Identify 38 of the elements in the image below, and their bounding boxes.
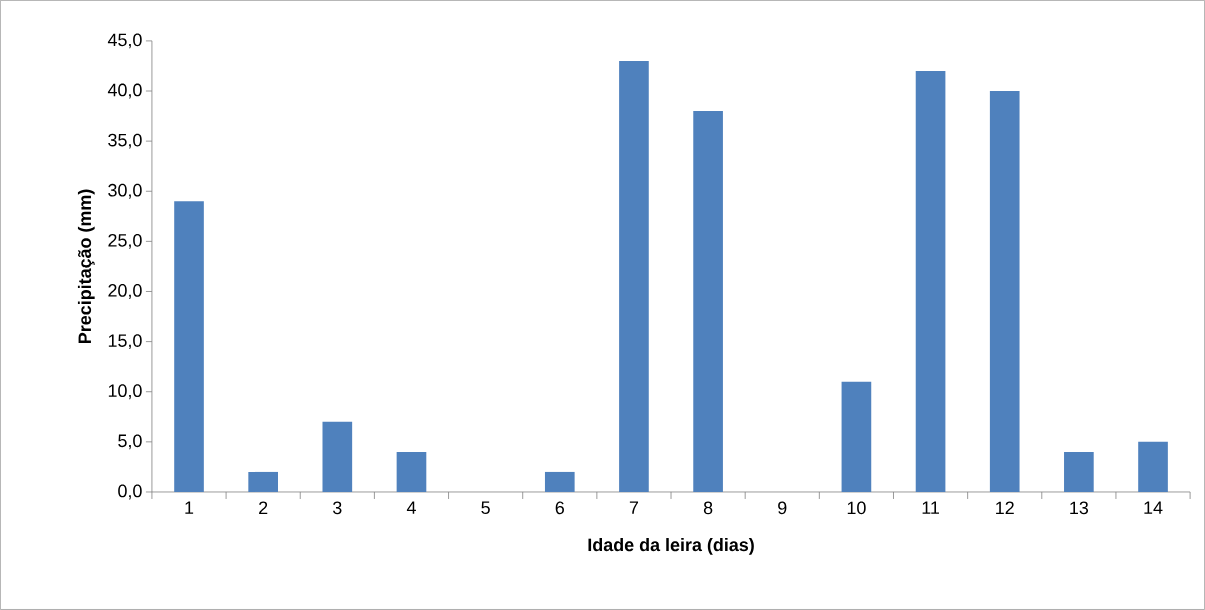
- bar: [322, 421, 353, 493]
- y-tick-label: 10,0: [108, 384, 142, 400]
- x-tick-label: 6: [555, 501, 564, 515]
- x-tick-label: 12: [996, 501, 1014, 515]
- x-tick-label: 7: [629, 501, 639, 514]
- bar: [915, 71, 946, 493]
- x-tick-label: 10: [847, 501, 866, 515]
- x-axis-title: Idade da leira (dias): [588, 538, 754, 555]
- bar: [1064, 451, 1094, 493]
- x-tick-label: 1: [185, 501, 194, 514]
- y-tick-label: 25,0: [108, 234, 142, 249]
- bar: [693, 111, 723, 493]
- y-axis-title: Precipitação (mm): [77, 189, 95, 344]
- x-tick-label: 14: [1144, 501, 1163, 514]
- y-tick-label: 20,0: [108, 284, 142, 299]
- bar: [989, 91, 1020, 493]
- y-tick-label: 5,0: [118, 434, 142, 450]
- x-tick-label: 11: [922, 501, 939, 514]
- bar: [619, 60, 649, 493]
- bar: [248, 471, 278, 493]
- x-tick-label: 8: [703, 501, 713, 515]
- bar: [841, 381, 872, 493]
- y-tick-label: 0,0: [118, 484, 142, 500]
- x-tick-label: 3: [333, 501, 342, 515]
- x-tick-label: 2: [259, 501, 268, 515]
- x-tick-label: 13: [1070, 501, 1089, 515]
- bar: [396, 451, 427, 493]
- y-tick-label: 15,0: [108, 334, 142, 350]
- bar: [174, 201, 204, 493]
- x-tick-label: 5: [481, 501, 490, 515]
- bar: [544, 471, 575, 493]
- x-tick-label: 4: [406, 501, 416, 514]
- y-tick-label: 35,0: [108, 133, 142, 149]
- x-tick-label: 9: [778, 501, 787, 515]
- y-tick-label: 45,0: [107, 33, 142, 49]
- bar: [1138, 441, 1168, 493]
- y-tick-label: 30,0: [108, 183, 142, 199]
- y-tick-label: 40,0: [107, 83, 142, 99]
